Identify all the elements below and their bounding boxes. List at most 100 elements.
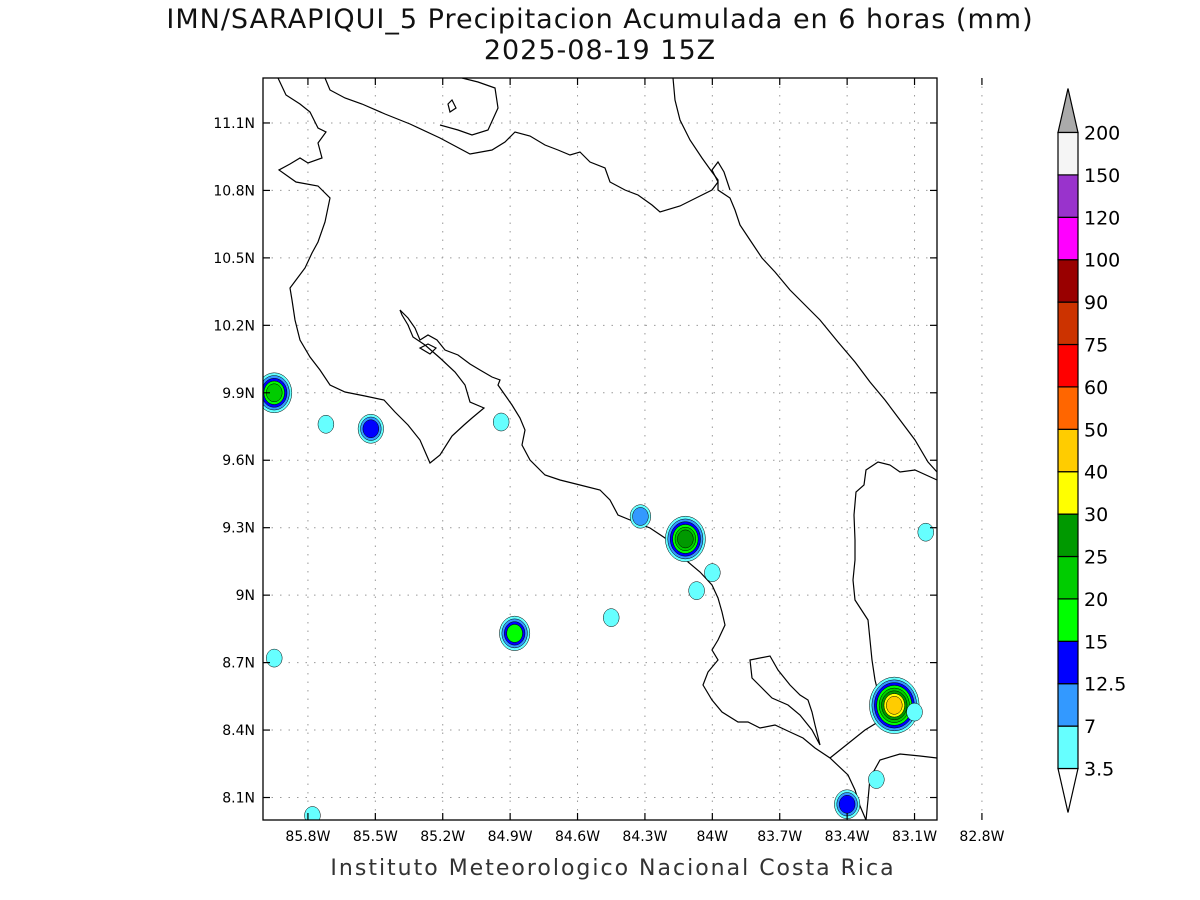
map-plot-area	[263, 78, 937, 820]
colorbar-segment	[1057, 343, 1079, 388]
precip-contour	[1023, 783, 1049, 812]
lat-tick-label: 9.9N	[222, 386, 255, 402]
precip-cell	[834, 789, 861, 820]
precip-cell	[492, 412, 510, 432]
precip-cell	[1011, 769, 1061, 826]
lat-tick-label: 10.8N	[213, 183, 255, 199]
precip-cell	[973, 788, 1013, 834]
precip-contour	[1005, 355, 1040, 395]
precip-contour	[362, 419, 380, 439]
precip-contour	[1000, 349, 1045, 400]
precip-cell	[906, 702, 923, 722]
precip-contour	[266, 648, 283, 668]
precip-contour	[1014, 366, 1030, 384]
lat-tick-label: 8.7N	[222, 656, 255, 672]
colorbar-label: 100	[1084, 250, 1120, 272]
colorbar-segment	[1057, 513, 1079, 558]
colorbar-segment	[1057, 683, 1079, 727]
lat-tick-label: 10.5N	[213, 251, 255, 267]
precip-contour	[973, 788, 1013, 834]
precip-contour	[506, 624, 523, 643]
lon-tick-label: 85.8W	[285, 829, 330, 845]
colorbar-label: 15	[1084, 631, 1108, 653]
colorbar-label: 3.5	[1084, 759, 1114, 781]
precip-contour	[677, 529, 694, 549]
lat-tick-label: 8.1N	[222, 791, 255, 807]
colorbar-segment	[1057, 725, 1079, 770]
colorbar-label: 12.5	[1084, 674, 1126, 696]
colorbar-label: 40	[1084, 462, 1108, 484]
precip-contour	[985, 802, 1001, 820]
colorbar-high-extension	[1057, 88, 1079, 134]
colorbar-label: 150	[1084, 165, 1120, 187]
lon-tick-label: 84.6W	[555, 829, 600, 845]
precip-contour	[906, 702, 923, 722]
precip-contour	[1026, 786, 1047, 810]
border-nicaragua-top	[439, 78, 499, 136]
colorbar-segment	[1057, 131, 1079, 176]
colorbar-label: 50	[1084, 419, 1108, 441]
precip-cell	[869, 676, 920, 734]
precip-contour	[868, 770, 885, 789]
precip-contour	[1007, 358, 1037, 393]
precip-contour	[978, 794, 1008, 829]
colorbar-segment	[1057, 174, 1079, 218]
coastline-caribbean	[672, 78, 937, 473]
map-axes: 85.8W 85.5W 85.2W 84.9W 84.6W 84.3W 84W 83.7W 83…	[213, 78, 1005, 845]
precip-contour	[1010, 360, 1036, 389]
precip-cell	[917, 522, 934, 542]
lon-tick-label: 85.2W	[420, 829, 465, 845]
lon-tick-label: 85.5W	[353, 829, 398, 845]
lon-tick-label: 83.4W	[825, 829, 870, 845]
precip-contour	[1002, 352, 1042, 398]
precip-cell	[263, 372, 293, 414]
colorbar-label: 200	[1084, 123, 1120, 145]
colorbar-label: 7	[1084, 716, 1096, 738]
colorbar-label: 25	[1084, 547, 1108, 569]
colorbar-segment	[1057, 598, 1079, 642]
precip-contour	[983, 799, 1004, 823]
precip-cell	[704, 563, 721, 582]
colorbar-segment	[1057, 386, 1079, 430]
colorbar-segment	[1057, 428, 1079, 473]
precip-contour	[886, 696, 903, 715]
precip-contour	[492, 412, 510, 432]
precip-cell	[357, 414, 384, 444]
precip-contour	[1021, 780, 1051, 815]
precip-cell	[688, 581, 705, 600]
precip-cell	[665, 515, 706, 562]
border-north-nicaragua	[324, 78, 731, 213]
lake-outline-2	[418, 343, 438, 355]
lat-lon-gridlines	[263, 78, 983, 820]
colorbar-label: 90	[1084, 292, 1108, 314]
lon-tick-label: 83.1W	[892, 829, 937, 845]
lat-tick-label: 9N	[236, 588, 255, 604]
precip-contour	[838, 795, 856, 814]
institution-credit: Instituto Meteorologico Nacional Costa R…	[330, 856, 896, 881]
colorbar-segment	[1057, 640, 1079, 685]
colorbar-low-extension	[1057, 767, 1079, 813]
lat-tick-label: 10.2N	[213, 318, 255, 334]
precip-contour	[1013, 772, 1058, 823]
lat-tick-label: 9.6N	[222, 453, 255, 469]
precip-contour	[688, 581, 705, 600]
lon-tick-label: 84.9W	[488, 829, 533, 845]
precip-contour	[1011, 769, 1061, 826]
colorbar-label: 20	[1084, 589, 1108, 611]
precip-contour	[1018, 778, 1053, 818]
colorbar-segment	[1057, 471, 1079, 515]
precip-cell	[499, 615, 531, 651]
precip-cell	[629, 504, 652, 529]
coastline-northwest-pacific	[277, 78, 486, 464]
map-title: IMN/SARAPIQUI_5 Precipitacion Acumulada …	[166, 4, 1034, 35]
colorbar-label: 30	[1084, 504, 1108, 526]
precip-contour	[1028, 789, 1044, 807]
lon-tick-label: 82.8W	[959, 829, 1004, 845]
precip-cell	[266, 648, 283, 668]
colorbar-segment	[1057, 555, 1079, 600]
lake-outline-1	[447, 98, 457, 113]
precip-contour	[1012, 363, 1033, 387]
map-subtitle-datetime: 2025-08-19 15Z	[483, 35, 717, 66]
precip-contour	[704, 563, 721, 582]
